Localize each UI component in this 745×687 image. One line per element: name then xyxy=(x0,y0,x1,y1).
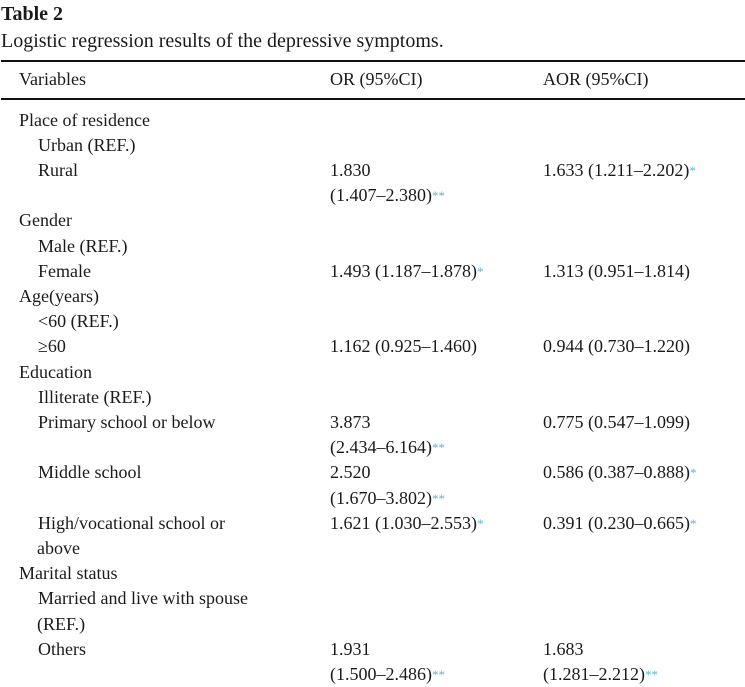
aor-cell: 1.633 (1.211–2.202)* xyxy=(543,158,743,183)
or-cell: 1.493 (1.187–1.878)* xyxy=(330,259,535,284)
variable-cell: <60 (REF.) xyxy=(38,309,328,334)
variable-cell: Middle school xyxy=(38,460,328,485)
variable-label: Age(years) xyxy=(19,285,99,306)
variable-label: High/vocational school or xyxy=(38,512,225,533)
header-rule xyxy=(1,98,745,100)
variable-cell: ≥60 xyxy=(38,334,328,359)
or-cell-estimate: 1.162 xyxy=(330,336,371,357)
variable-cell: Age(years) xyxy=(19,284,309,309)
or-cell-estimate: 1.931 xyxy=(330,638,371,659)
variable-label-cont: (REF.) xyxy=(37,613,86,634)
table-title: Table 2 xyxy=(1,3,64,25)
variable-cell: Illiterate (REF.) xyxy=(38,385,328,410)
variable-cell: Male (REF.) xyxy=(38,234,328,259)
aor-cell-estimate: 1.313 xyxy=(543,260,584,281)
or-cell-ci: (1.187–1.878) xyxy=(375,260,477,281)
variable-cell: Place of residence xyxy=(19,108,309,133)
variable-label: Place of residence xyxy=(19,109,150,130)
variable-label: Rural xyxy=(38,159,78,180)
or-cell-ci: (1.500–2.486) xyxy=(330,663,432,684)
aor-cell-ci: (0.387–0.888) xyxy=(588,462,690,483)
variable-label: Gender xyxy=(19,210,72,231)
or-cell-ci: (1.407–2.380) xyxy=(330,185,432,206)
aor-cell: 0.775 (0.547–1.099) xyxy=(543,410,743,435)
variable-label: <60 (REF.) xyxy=(38,311,119,332)
significance-marker: * xyxy=(477,515,484,531)
significance-marker: ** xyxy=(645,666,658,682)
or-cell-ci: (2.434–6.164) xyxy=(330,437,432,458)
variable-cell: Education xyxy=(19,360,309,385)
aor-cell: 0.944 (0.730–1.220) xyxy=(543,334,743,359)
aor-cell-ci: (1.281–2.212) xyxy=(543,663,645,684)
variable-label: Middle school xyxy=(38,462,142,483)
or-cell: 1.931 (1.500–2.486)** xyxy=(330,637,535,687)
variable-label: Marital status xyxy=(19,563,118,584)
aor-cell-estimate: 0.391 xyxy=(543,512,584,533)
variable-cell: High/vocational school or above xyxy=(37,511,328,561)
table-caption: Logistic regression results of the depre… xyxy=(1,30,444,52)
significance-marker: * xyxy=(690,465,697,481)
aor-cell: 0.391 (0.230–0.665)* xyxy=(543,511,743,536)
or-cell-estimate: 3.873 xyxy=(330,411,371,432)
aor-cell-estimate: 0.586 xyxy=(543,462,584,483)
significance-marker: * xyxy=(690,515,697,531)
significance-marker: * xyxy=(477,263,484,279)
aor-cell: 1.313 (0.951–1.814) xyxy=(543,259,743,284)
aor-cell-ci: (0.547–1.099) xyxy=(588,411,690,432)
significance-marker: ** xyxy=(432,490,445,506)
variable-label: Urban (REF.) xyxy=(38,134,136,155)
or-cell: 1.162 (0.925–1.460) xyxy=(330,334,535,359)
or-cell: 1.621 (1.030–2.553)* xyxy=(330,511,535,536)
variable-cell: Rural xyxy=(38,158,328,183)
variable-label: Education xyxy=(19,361,92,382)
variable-label: Primary school or below xyxy=(38,411,216,432)
aor-cell: 0.586 (0.387–0.888)* xyxy=(543,460,743,485)
or-cell-estimate: 2.520 xyxy=(330,462,371,483)
variable-cell: Marital status xyxy=(19,561,309,586)
variable-label: Female xyxy=(38,260,91,281)
variable-cell: Others xyxy=(38,637,328,662)
aor-cell-ci: (0.951–1.814) xyxy=(588,260,690,281)
significance-marker: ** xyxy=(432,440,445,456)
variable-label: ≥60 xyxy=(38,336,66,357)
top-rule xyxy=(1,60,745,62)
variable-label: Male (REF.) xyxy=(38,235,128,256)
or-cell-estimate: 1.493 xyxy=(330,260,371,281)
variable-cell: Urban (REF.) xyxy=(38,133,328,158)
aor-cell: 1.683 (1.281–2.212)** xyxy=(543,637,743,687)
aor-cell-ci: (1.211–2.202) xyxy=(588,159,690,180)
header-variables: Variables xyxy=(19,69,86,89)
or-cell: 1.830 (1.407–2.380)** xyxy=(330,158,535,208)
header-aor: AOR (95%CI) xyxy=(543,69,649,89)
or-cell: 3.873 (2.434–6.164)** xyxy=(330,410,535,460)
or-cell-estimate: 1.830 xyxy=(330,159,371,180)
variable-cell: Primary school or below xyxy=(38,410,328,435)
aor-cell-ci: (0.230–0.665) xyxy=(588,512,690,533)
or-cell-estimate: 1.621 xyxy=(330,512,371,533)
variable-label: Illiterate (REF.) xyxy=(38,386,152,407)
aor-cell-estimate: 0.944 xyxy=(543,336,584,357)
or-cell-ci: (1.030–2.553) xyxy=(375,512,477,533)
variable-cell: Female xyxy=(38,259,328,284)
significance-marker: * xyxy=(689,162,696,178)
header-or: OR (95%CI) xyxy=(330,69,423,89)
significance-marker: ** xyxy=(432,188,445,204)
variable-label-cont: above xyxy=(37,537,80,558)
variable-label: Married and live with spouse xyxy=(38,588,248,609)
significance-marker: ** xyxy=(432,666,445,682)
or-cell: 2.520 (1.670–3.802)** xyxy=(330,460,535,510)
or-cell-ci: (1.670–3.802) xyxy=(330,487,432,508)
aor-cell-estimate: 1.633 xyxy=(543,159,584,180)
or-cell-ci: (0.925–1.460) xyxy=(375,336,477,357)
variable-cell: Married and live with spouse (REF.) xyxy=(37,586,328,636)
aor-cell-ci: (0.730–1.220) xyxy=(588,336,690,357)
variable-label: Others xyxy=(38,638,86,659)
variable-cell: Gender xyxy=(19,208,309,233)
aor-cell-estimate: 0.775 xyxy=(543,411,584,432)
aor-cell-estimate: 1.683 xyxy=(543,638,584,659)
